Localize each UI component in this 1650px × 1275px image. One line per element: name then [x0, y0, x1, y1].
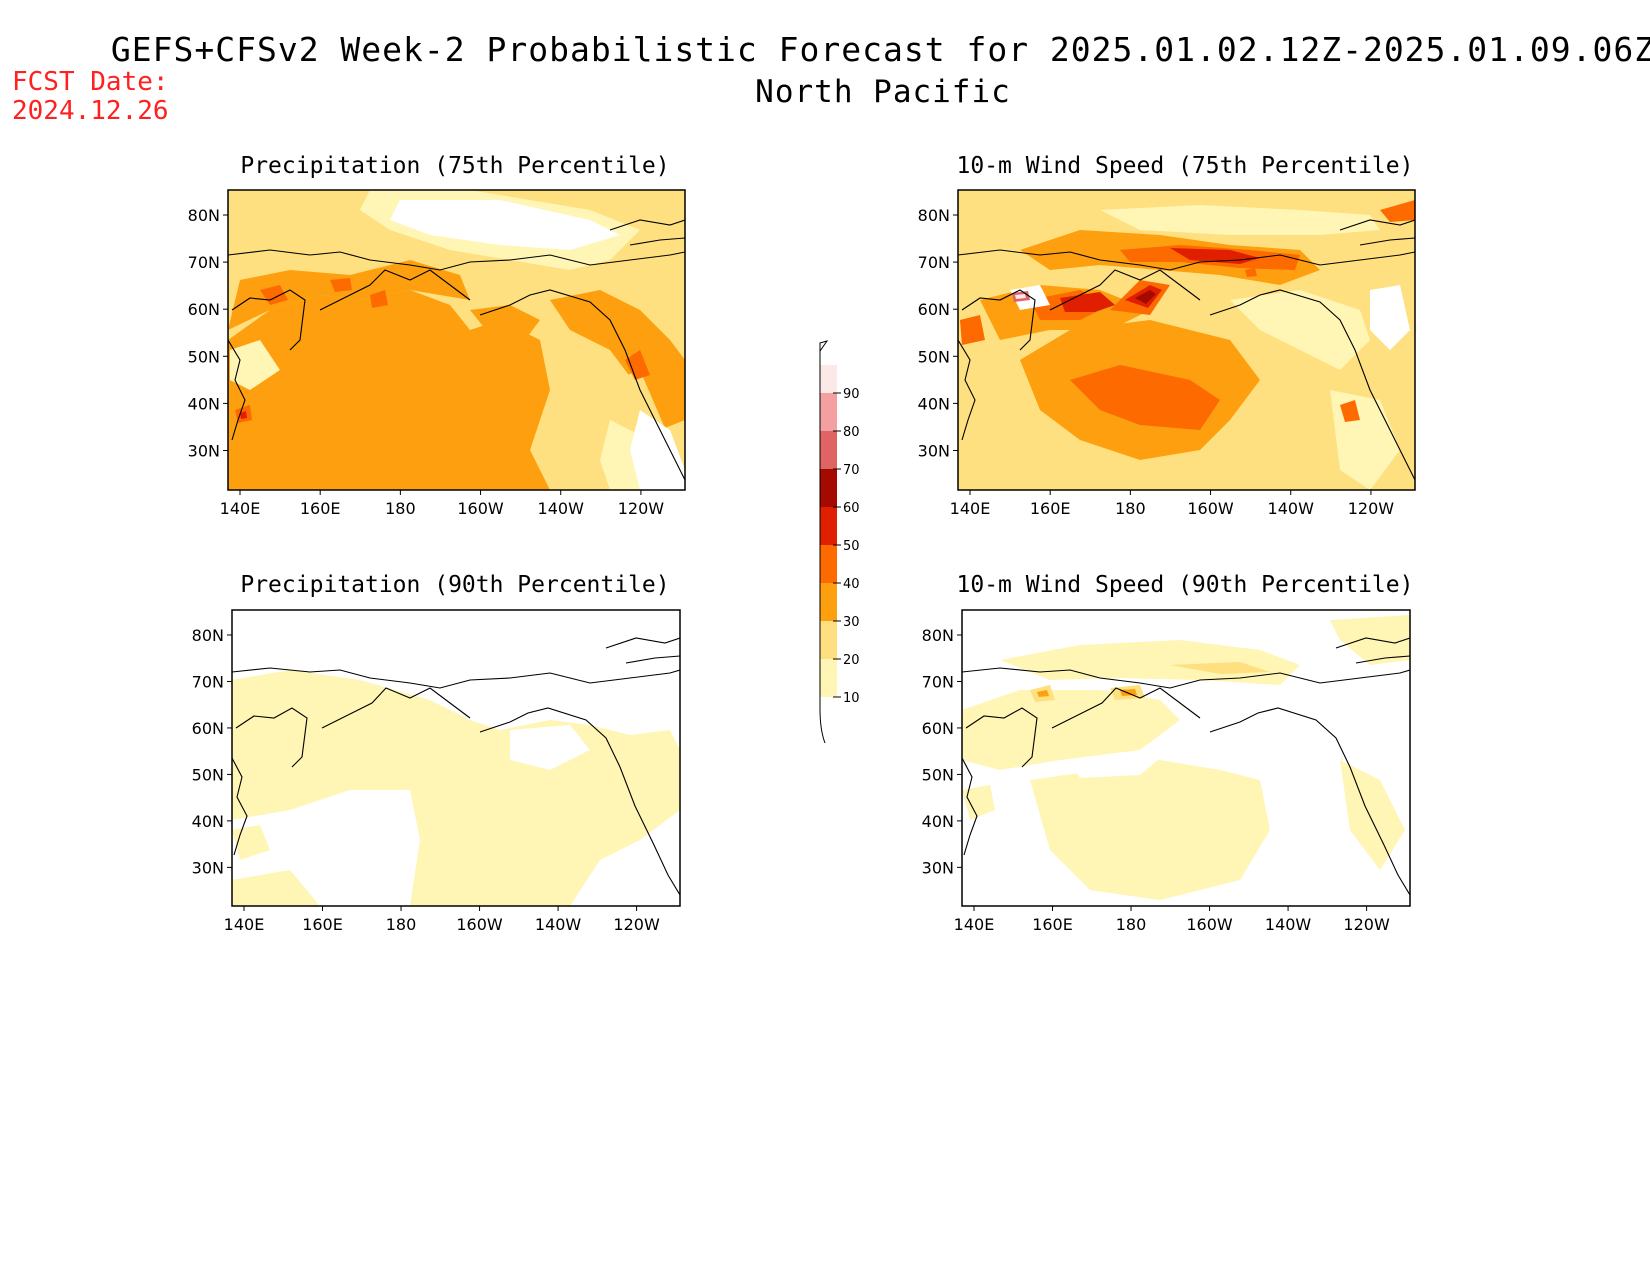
y-tick-label: 70N — [192, 672, 224, 691]
colorbar-swatch — [820, 431, 837, 469]
y-tick-label: 40N — [192, 812, 224, 831]
x-tick-label: 160E — [302, 915, 343, 934]
x-tick-label: 180 — [1116, 915, 1147, 934]
colorbar-swatch — [820, 621, 837, 659]
y-tick-label: 80N — [918, 206, 950, 225]
y-tick-label: 30N — [188, 442, 220, 461]
y-tick-label: 50N — [188, 347, 220, 366]
x-tick-label: 160W — [457, 499, 504, 518]
x-tick-label: 160E — [300, 499, 341, 518]
x-tick-label: 140W — [535, 915, 582, 934]
fcst-date-label: FCST Date: — [12, 67, 169, 97]
x-tick-label: 140W — [1265, 915, 1312, 934]
x-tick-label: 140E — [950, 499, 991, 518]
y-tick-label: 50N — [922, 765, 954, 784]
y-tick-label: 80N — [922, 626, 954, 645]
y-tick-label: 60N — [922, 719, 954, 738]
map-precip90 — [231, 609, 681, 907]
panel-title-precip90: Precipitation (90th Percentile) — [240, 572, 670, 598]
axis-wind75: 140E 160E 180 160W 140W 120W 80N 70N 60N 50N 40N 30… — [918, 206, 1395, 518]
y-tick-label: 30N — [922, 858, 954, 877]
panel-title-precip75: Precipitation (75th Percentile) — [240, 153, 670, 179]
colorbar-swatch — [820, 545, 837, 583]
x-tick-label: 160W — [1186, 915, 1233, 934]
map-wind75 — [957, 189, 1416, 491]
colorbar: 10 20 30 40 50 60 70 80 90 — [819, 340, 860, 744]
colorbar-label: 10 — [843, 691, 860, 706]
x-tick-label: 180 — [386, 915, 417, 934]
x-tick-label: 120W — [618, 499, 665, 518]
fcst-date-value: 2024.12.26 — [12, 96, 169, 126]
panel-title-wind90: 10-m Wind Speed (90th Percentile) — [956, 572, 1414, 598]
x-tick-label: 160E — [1030, 499, 1071, 518]
x-tick-label: 140E — [220, 499, 261, 518]
axis-precip90: 140E 160E 180 160W 140W 120W 80N 70N 60N 50N 40N 30… — [192, 626, 660, 934]
region-subtitle: North Pacific — [755, 74, 1011, 110]
y-tick-label: 60N — [188, 300, 220, 319]
x-tick-label: 140E — [224, 915, 265, 934]
colorbar-swatch — [820, 365, 837, 393]
colorbar-swatch — [820, 393, 837, 431]
y-tick-label: 60N — [192, 719, 224, 738]
x-tick-label: 180 — [385, 499, 416, 518]
y-tick-label: 50N — [192, 765, 224, 784]
y-tick-label: 70N — [918, 253, 950, 272]
colorbar-label: 60 — [843, 501, 860, 516]
colorbar-swatch — [820, 507, 837, 545]
x-tick-label: 180 — [1115, 499, 1146, 518]
x-tick-label: 140E — [954, 915, 995, 934]
colorbar-swatch — [820, 469, 837, 507]
map-wind90 — [961, 609, 1411, 907]
x-tick-label: 160E — [1032, 915, 1073, 934]
y-tick-label: 40N — [922, 812, 954, 831]
x-tick-label: 160W — [456, 915, 503, 934]
x-tick-label: 140W — [538, 499, 585, 518]
y-tick-label: 60N — [918, 300, 950, 319]
colorbar-label: 30 — [843, 615, 860, 630]
y-tick-label: 40N — [188, 394, 220, 413]
y-tick-label: 70N — [922, 672, 954, 691]
y-tick-label: 40N — [918, 394, 950, 413]
colorbar-swatch — [820, 659, 837, 697]
x-tick-label: 120W — [1343, 915, 1390, 934]
panel-title-wind75: 10-m Wind Speed (75th Percentile) — [956, 153, 1414, 179]
colorbar-label: 20 — [843, 653, 860, 668]
y-tick-label: 50N — [918, 347, 950, 366]
main-title: GEFS+CFSv2 Week-2 Probabilistic Forecast… — [110, 30, 1650, 69]
x-tick-label: 120W — [613, 915, 660, 934]
y-tick-label: 80N — [192, 626, 224, 645]
colorbar-label: 50 — [843, 539, 860, 554]
x-tick-label: 120W — [1348, 499, 1395, 518]
colorbar-label: 70 — [843, 463, 860, 478]
colorbar-label: 80 — [843, 425, 860, 440]
colorbar-swatch — [820, 583, 837, 621]
axis-precip75: 140E 160E 180 160W 140W 120W 80N 70N 60N 50N 40N 30… — [188, 206, 665, 518]
y-tick-label: 80N — [188, 206, 220, 225]
axis-wind90: 140E 160E 180 160W 140W 120W 80N 70N 60N 50N 40N 30… — [922, 626, 1390, 934]
colorbar-label: 40 — [843, 577, 860, 592]
y-tick-label: 70N — [188, 253, 220, 272]
x-tick-label: 140W — [1268, 499, 1315, 518]
x-tick-label: 160W — [1187, 499, 1234, 518]
y-tick-label: 30N — [918, 442, 950, 461]
y-tick-label: 30N — [192, 858, 224, 877]
colorbar-label: 90 — [843, 387, 860, 402]
map-precip75 — [227, 189, 686, 491]
